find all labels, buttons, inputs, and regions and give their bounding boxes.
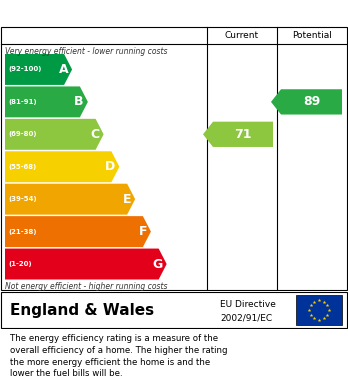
- Polygon shape: [5, 151, 119, 182]
- Text: (92-100): (92-100): [8, 66, 41, 72]
- Text: G: G: [152, 258, 163, 271]
- Text: (39-54): (39-54): [8, 196, 37, 202]
- Text: E: E: [122, 193, 131, 206]
- Polygon shape: [5, 249, 167, 280]
- Text: England & Wales: England & Wales: [10, 303, 154, 317]
- Text: 71: 71: [234, 128, 252, 141]
- Text: Potential: Potential: [293, 30, 332, 39]
- Text: 2002/91/EC: 2002/91/EC: [220, 313, 272, 322]
- Polygon shape: [5, 216, 151, 247]
- Text: (81-91): (81-91): [8, 99, 37, 105]
- Text: B: B: [74, 95, 84, 108]
- Polygon shape: [5, 119, 104, 150]
- Bar: [296, 295, 342, 325]
- Text: EU Directive: EU Directive: [220, 300, 276, 309]
- Text: F: F: [139, 225, 147, 238]
- Text: 89: 89: [303, 95, 320, 108]
- Text: A: A: [58, 63, 68, 76]
- Text: (21-38): (21-38): [8, 229, 37, 235]
- Text: The energy efficiency rating is a measure of the
overall efficiency of a home. T: The energy efficiency rating is a measur…: [10, 334, 228, 378]
- Text: (55-68): (55-68): [8, 164, 36, 170]
- Polygon shape: [203, 122, 273, 147]
- Polygon shape: [5, 54, 72, 85]
- Polygon shape: [5, 86, 88, 117]
- Polygon shape: [5, 184, 135, 215]
- Text: Energy Efficiency Rating: Energy Efficiency Rating: [10, 5, 212, 20]
- Text: C: C: [90, 128, 100, 141]
- Text: (69-80): (69-80): [8, 131, 37, 137]
- Text: Very energy efficient - lower running costs: Very energy efficient - lower running co…: [5, 47, 167, 56]
- Text: Not energy efficient - higher running costs: Not energy efficient - higher running co…: [5, 282, 167, 291]
- Text: D: D: [105, 160, 116, 173]
- Text: Current: Current: [225, 30, 259, 39]
- Text: (1-20): (1-20): [8, 261, 32, 267]
- Polygon shape: [271, 89, 342, 115]
